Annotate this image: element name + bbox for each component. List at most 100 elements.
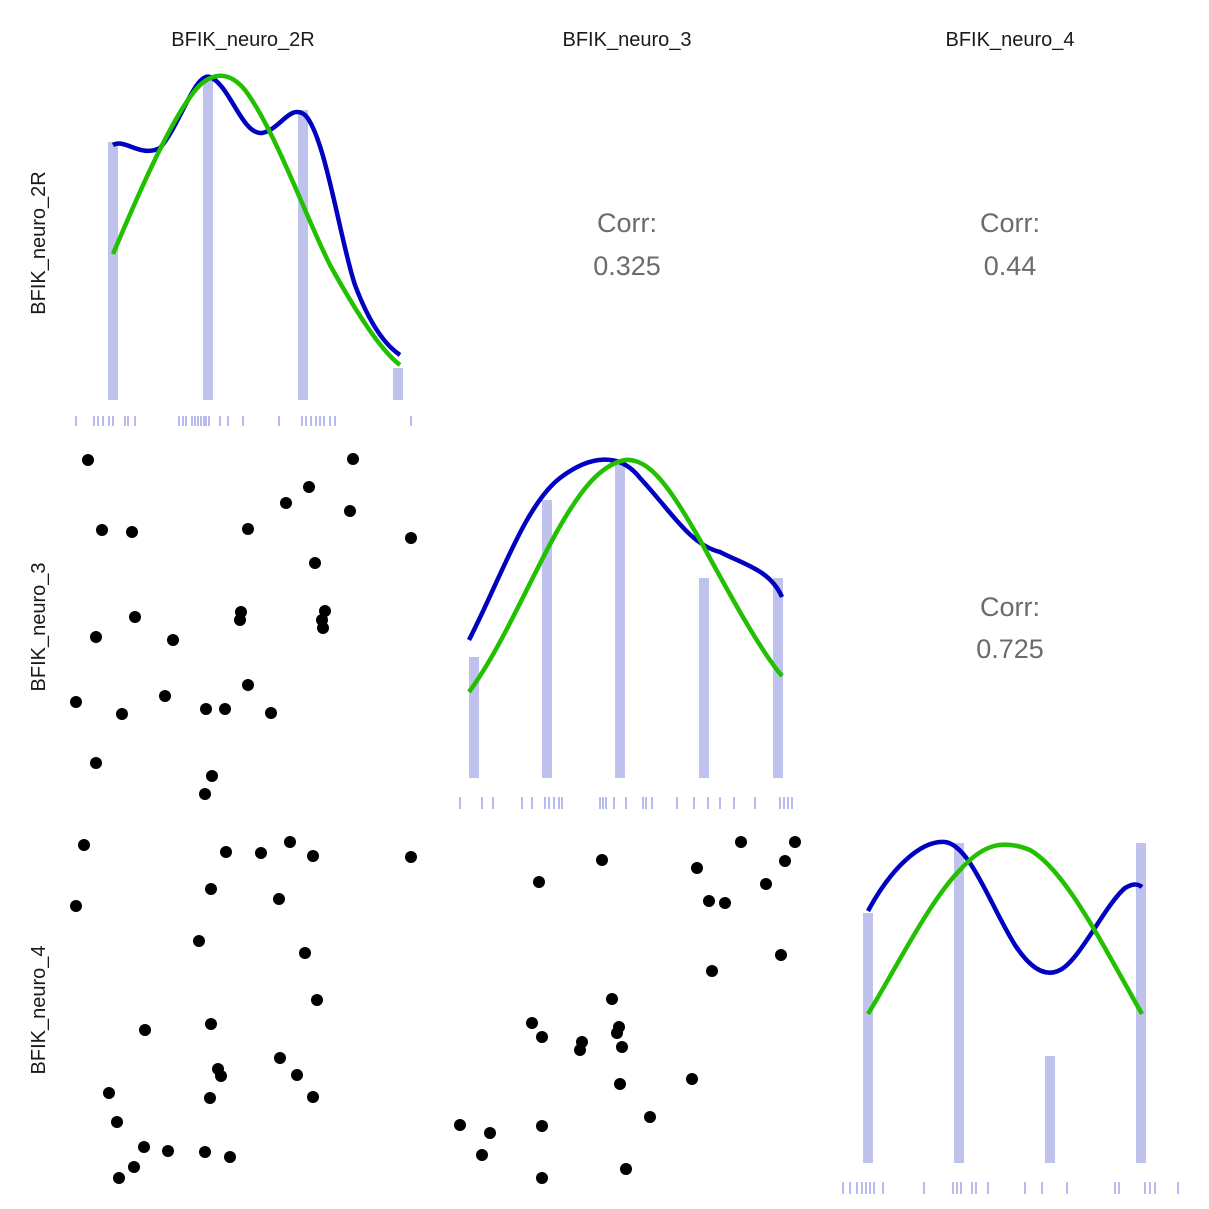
data-point (405, 532, 417, 544)
diagonal-density-panels (75, 73, 1179, 1194)
data-point (284, 836, 296, 848)
data-point (219, 703, 231, 715)
data-point (686, 1073, 698, 1085)
histogram-bar (954, 843, 964, 1163)
axis-titles: BFIK_neuro_2R BFIK_neuro_3 BFIK_neuro_4 BFI… (28, 29, 1074, 1074)
data-point (611, 1027, 623, 1039)
kde-curve (866, 839, 1144, 975)
data-point (574, 1044, 586, 1056)
data-point (533, 876, 545, 888)
data-point (307, 850, 319, 862)
data-point (138, 1141, 150, 1153)
data-point (299, 947, 311, 959)
data-point (265, 707, 277, 719)
data-point (255, 847, 267, 859)
histogram-bar (863, 913, 873, 1163)
data-point (691, 862, 703, 874)
histogram-bar (1045, 1056, 1055, 1163)
data-point (606, 993, 618, 1005)
data-point (199, 1146, 211, 1158)
density-panel (842, 839, 1179, 1194)
density-panel (75, 73, 412, 426)
data-point (706, 965, 718, 977)
data-point (703, 895, 715, 907)
histogram-bar (469, 657, 479, 778)
column-title: BFIK_neuro_3 (563, 29, 692, 51)
data-point (224, 1151, 236, 1163)
data-point (303, 481, 315, 493)
data-point (620, 1163, 632, 1175)
data-point (96, 524, 108, 536)
data-point (205, 1018, 217, 1030)
data-point (344, 505, 356, 517)
normal-curve (467, 457, 784, 694)
row-title: BFIK_neuro_3 (28, 563, 50, 692)
data-point (309, 557, 321, 569)
row-title: BFIK_neuro_4 (28, 946, 50, 1075)
data-point (789, 836, 801, 848)
data-point (206, 770, 218, 782)
data-point (317, 622, 329, 634)
data-point (126, 526, 138, 538)
data-point (735, 836, 747, 848)
data-point (280, 497, 292, 509)
data-point (273, 893, 285, 905)
data-point (113, 1172, 125, 1184)
data-point (775, 949, 787, 961)
data-point (204, 1092, 216, 1104)
histogram-bar (1136, 843, 1146, 1163)
histogram-bar (203, 78, 213, 400)
column-title: BFIK_neuro_4 (946, 29, 1075, 51)
data-point (205, 883, 217, 895)
data-point (116, 708, 128, 720)
corr-value: 0.725 (976, 634, 1044, 664)
corr-value: 0.325 (593, 251, 661, 281)
data-point (129, 611, 141, 623)
data-point (779, 855, 791, 867)
data-point (82, 454, 94, 466)
data-point (760, 878, 772, 890)
data-point (242, 523, 254, 535)
normal-curve (110, 73, 402, 367)
data-point (200, 703, 212, 715)
histogram-bar (393, 368, 403, 400)
data-point (234, 614, 246, 626)
data-point (162, 1145, 174, 1157)
data-point (274, 1052, 286, 1064)
data-point (78, 839, 90, 851)
corr-value: 0.44 (984, 251, 1037, 281)
data-point (90, 631, 102, 643)
corr-label: Corr: (597, 208, 657, 238)
histogram-bar (542, 500, 552, 778)
data-point (139, 1024, 151, 1036)
scatter-panel (70, 453, 417, 800)
scatter-panel (70, 836, 417, 1184)
data-point (596, 854, 608, 866)
normal-curve (866, 842, 1144, 1016)
histogram-bar (298, 110, 308, 400)
data-point (311, 994, 323, 1006)
data-point (215, 1070, 227, 1082)
kde-curve (467, 457, 785, 642)
data-point (111, 1116, 123, 1128)
histogram-bar (615, 462, 625, 778)
data-point (614, 1078, 626, 1090)
data-point (291, 1069, 303, 1081)
data-point (70, 696, 82, 708)
data-point (454, 1119, 466, 1131)
data-point (536, 1120, 548, 1132)
data-point (307, 1091, 319, 1103)
data-point (347, 453, 359, 465)
data-point (616, 1041, 628, 1053)
data-point (90, 757, 102, 769)
corr-label: Corr: (980, 208, 1040, 238)
data-point (70, 900, 82, 912)
data-point (220, 846, 232, 858)
histogram-bar (108, 142, 118, 400)
data-point (167, 634, 179, 646)
correlation-panels: Corr: 0.325 Corr: 0.44 Corr: 0.725 (593, 208, 1044, 664)
scatter-panel (454, 836, 801, 1184)
data-point (405, 851, 417, 863)
data-point (159, 690, 171, 702)
